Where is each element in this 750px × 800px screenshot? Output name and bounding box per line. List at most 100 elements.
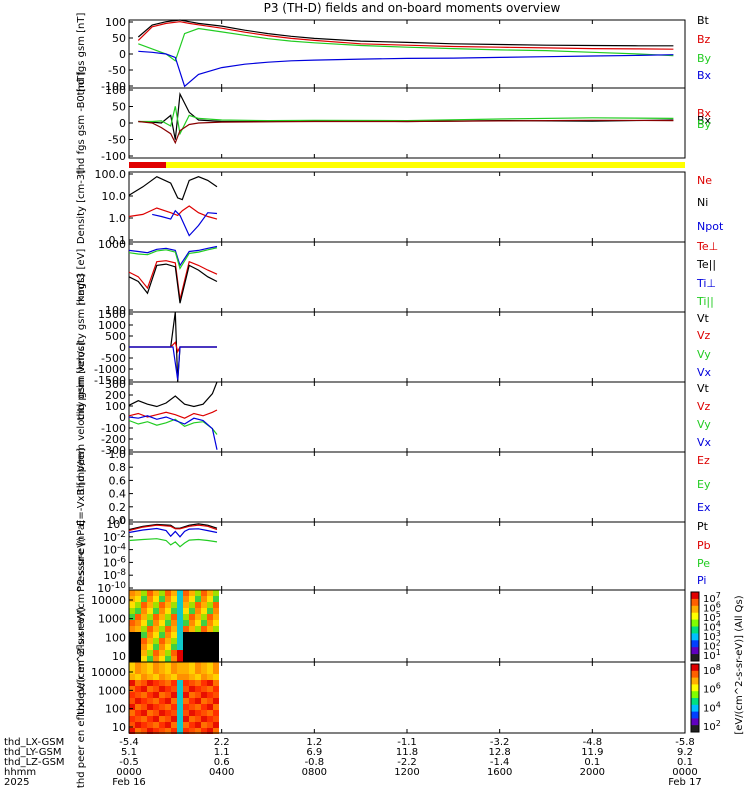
orbit-row-label: thd_LZ-GSM (4, 757, 65, 768)
spectrogram-cell (135, 668, 141, 674)
legend-entry: Vt (697, 312, 710, 325)
spectrogram-cell (207, 626, 213, 632)
spectrogram-cell (153, 674, 159, 680)
spectrogram-cell (213, 590, 219, 596)
spectrogram-cell (153, 650, 159, 656)
orbit-value: 0.1 (677, 757, 693, 768)
spectrogram-cell (129, 662, 135, 668)
orbit-value: 11.8 (396, 747, 418, 758)
spectrogram-cell (183, 644, 189, 650)
y-tick-label: 10 (112, 721, 126, 734)
spectrogram-cell (165, 638, 171, 644)
series-line-Pb (128, 524, 218, 532)
spectrogram-cell (165, 632, 171, 638)
spectrogram-cell (201, 650, 207, 656)
legend-entry: Vz (697, 329, 711, 342)
spectrogram-cell (201, 632, 207, 638)
spectrogram-cell (129, 620, 135, 626)
spectrogram-cell (135, 680, 141, 686)
spectrogram-cell (159, 698, 165, 704)
spectrogram-cell (195, 596, 201, 602)
spectrogram-cell (135, 710, 141, 716)
spectrogram-cell (201, 644, 207, 650)
spectrogram-cell (129, 668, 135, 674)
y-tick-label: -1000 (94, 363, 126, 376)
panel-frame (128, 521, 686, 591)
panel-density: 100.0 10.0 1.0 0.1 Density [cm-3] Ne Ni Npot (76, 168, 724, 247)
spectrogram-cell (141, 692, 147, 698)
spectrogram-cell (135, 662, 141, 668)
spectrogram-cell (153, 728, 159, 734)
spectrogram-cell (207, 698, 213, 704)
spectrogram-cell (207, 620, 213, 626)
spectrogram-cell (147, 596, 153, 602)
legend-entry: Bx (697, 107, 712, 120)
orbit-row-label: thd_LX-GSM (4, 737, 64, 748)
y-tick-label: 1000 (98, 238, 126, 251)
spectrogram-cell (201, 698, 207, 704)
spectrogram-cell (165, 602, 171, 608)
series-line-Vx (129, 346, 217, 380)
spectrogram-cell (171, 596, 177, 602)
spectrogram-cell (165, 722, 171, 728)
spectrogram-cell (177, 704, 183, 710)
spectrogram-cell (177, 602, 183, 608)
spectrogram-cell (201, 602, 207, 608)
spectrogram-cell (165, 686, 171, 692)
spectrogram-cell (183, 614, 189, 620)
spectrogram-cell (177, 710, 183, 716)
colorbar-label: [eV/(cm^2-s-sr-eV)] (All Qs) (734, 595, 745, 734)
legend-entry: Vy (697, 418, 711, 431)
y-tick-label: 50 (112, 101, 126, 114)
legend-entry: Bz (697, 33, 711, 46)
orbit-value: 6.9 (306, 747, 322, 758)
spectrogram-cell (141, 716, 147, 722)
spectrogram-cell (183, 596, 189, 602)
spectrogram-cell (195, 614, 201, 620)
y-tick-label: 10000 (91, 666, 126, 679)
spectrogram-cell (189, 638, 195, 644)
series-line-Npot (152, 209, 218, 237)
spectrogram-cell (135, 674, 141, 680)
spectrogram-cell (213, 614, 219, 620)
spectrogram-cell (177, 650, 183, 656)
spectrogram-cell (165, 614, 171, 620)
panel-frame (128, 171, 686, 243)
spectrogram-cell (147, 608, 153, 614)
spectrogram-cell (159, 608, 165, 614)
start-date-label: Feb 16 (112, 777, 146, 788)
spectrogram-cell (189, 686, 195, 692)
spectrogram-cell (165, 662, 171, 668)
orbit-value: 2.2 (214, 737, 230, 748)
spectrogram-cell (147, 722, 153, 728)
spectrogram-cell (171, 656, 177, 662)
series-line-Bx (138, 92, 674, 140)
spectrogram-cell (165, 680, 171, 686)
y-tick-label: -300 (101, 444, 126, 457)
figure-title: P3 (TH-D) fields and on-board moments ov… (264, 1, 561, 15)
spectrogram-cell (141, 722, 147, 728)
orbit-value: -4.8 (583, 737, 603, 748)
spectrogram-cell (171, 650, 177, 656)
spectrogram-cell (159, 620, 165, 626)
spectrogram-cell (189, 716, 195, 722)
y-tick-label: 0 (119, 341, 126, 354)
legend-entry: Vt (697, 382, 710, 395)
spectrogram-cell (213, 638, 219, 644)
y-axis-label: thd peer en eflux eV/(cm^2-s-sr-eV) (76, 607, 87, 788)
y-axis-label: thd peem velocity gsm [km/s] (76, 342, 87, 492)
legend-entry: Pe (697, 557, 710, 570)
spectrogram-cell (183, 686, 189, 692)
spectrogram-cell (207, 608, 213, 614)
spectrogram-cell (135, 704, 141, 710)
spectrogram-cell (189, 632, 195, 638)
spectrogram-cell (135, 638, 141, 644)
spectrogram-cell (177, 626, 183, 632)
spectrogram-cell (159, 704, 165, 710)
legend-entry: Ne (697, 174, 712, 187)
spectrogram-cell (201, 710, 207, 716)
spectrogram-cell (159, 626, 165, 632)
spectrogram-cell (195, 650, 201, 656)
spectrogram-cell (171, 698, 177, 704)
spectrogram-cell (189, 644, 195, 650)
